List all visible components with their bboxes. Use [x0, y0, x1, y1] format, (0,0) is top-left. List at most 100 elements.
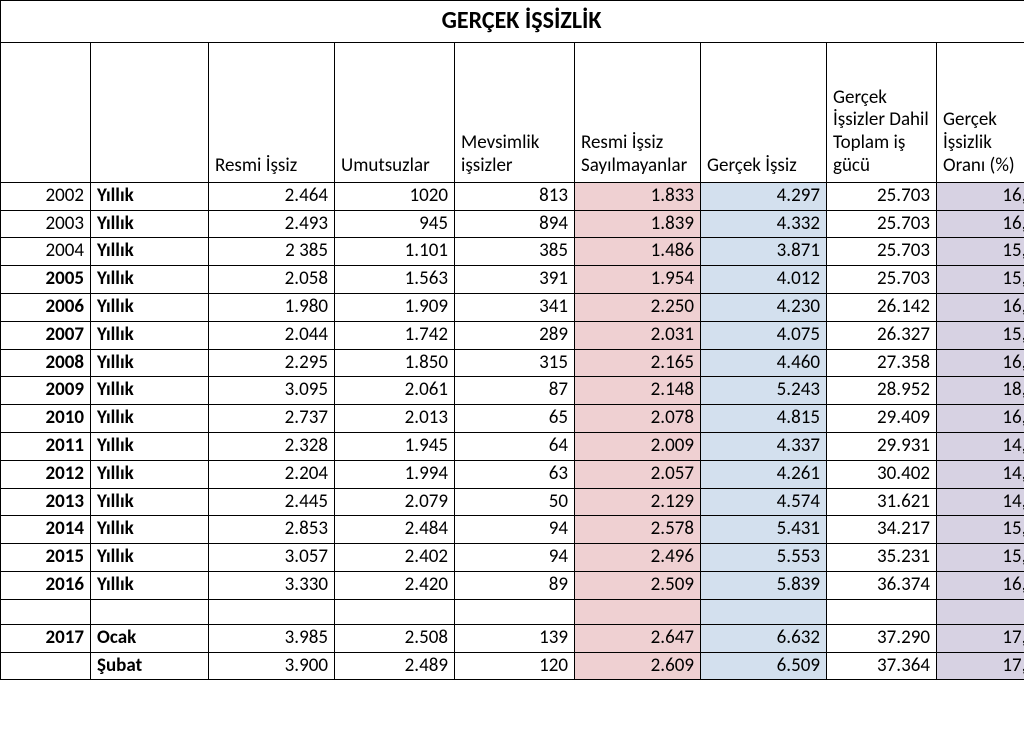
cell-period: Yıllık [91, 321, 209, 349]
cell-year: 2011 [1, 432, 91, 460]
cell-umutsuzlar: 2.013 [335, 405, 455, 433]
cell-toplam-isgucu: 34.217 [827, 516, 937, 544]
cell-period: Yıllık [91, 266, 209, 294]
cell-year: 2003 [1, 210, 91, 238]
cell-period: Yıllık [91, 238, 209, 266]
cell-umutsuzlar: 2.484 [335, 516, 455, 544]
data-rows-body: 2002Yıllık2.46410208131.8334.29725.70316… [1, 182, 1024, 599]
cell-year: 2007 [1, 321, 91, 349]
spacer-cell [335, 599, 455, 624]
cell-mevsimlik: 120 [455, 652, 575, 680]
spacer-row [1, 599, 1024, 624]
cell-period: Şubat [91, 652, 209, 680]
table-row: 2007Yıllık2.0441.7422892.0314.07526.3271… [1, 321, 1024, 349]
cell-period: Yıllık [91, 210, 209, 238]
cell-resmi-issiz: 2.445 [209, 488, 335, 516]
cell-year: 2008 [1, 349, 91, 377]
cell-gercek-issiz: 4.297 [701, 182, 827, 210]
table-row: 2017Ocak3.9852.5081392.6476.63237.29017,… [1, 624, 1024, 652]
cell-toplam-isgucu: 25.703 [827, 182, 937, 210]
cell-sayilmayan: 2.509 [575, 571, 701, 599]
cell-oran: 15,5 [937, 321, 1024, 349]
cell-gercek-issiz: 4.261 [701, 460, 827, 488]
cell-gercek-issiz: 5.431 [701, 516, 827, 544]
cell-toplam-isgucu: 29.409 [827, 405, 937, 433]
cell-umutsuzlar: 1.850 [335, 349, 455, 377]
cell-gercek-issiz: 6.509 [701, 652, 827, 680]
cell-period: Yıllık [91, 488, 209, 516]
cell-oran: 14,0 [937, 460, 1024, 488]
cell-mevsimlik: 94 [455, 516, 575, 544]
cell-oran: 15,9 [937, 516, 1024, 544]
cell-oran: 18,1 [937, 377, 1024, 405]
cell-year: 2016 [1, 571, 91, 599]
cell-year: 2002 [1, 182, 91, 210]
cell-gercek-issiz: 5.553 [701, 544, 827, 572]
cell-resmi-issiz: 2.204 [209, 460, 335, 488]
cell-oran: 16,3 [937, 349, 1024, 377]
cell-mevsimlik: 94 [455, 544, 575, 572]
cell-toplam-isgucu: 25.703 [827, 266, 937, 294]
cell-sayilmayan: 1.486 [575, 238, 701, 266]
cell-toplam-isgucu: 36.374 [827, 571, 937, 599]
cell-sayilmayan: 1.954 [575, 266, 701, 294]
cell-mevsimlik: 315 [455, 349, 575, 377]
cell-sayilmayan: 2.057 [575, 460, 701, 488]
cell-year: 2004 [1, 238, 91, 266]
cell-year: 2017 [1, 624, 91, 652]
cell-toplam-isgucu: 31.621 [827, 488, 937, 516]
cell-sayilmayan: 2.578 [575, 516, 701, 544]
cell-resmi-issiz: 2.295 [209, 349, 335, 377]
cell-oran: 17,8 [937, 624, 1024, 652]
cell-toplam-isgucu: 29.931 [827, 432, 937, 460]
cell-resmi-issiz: 2.058 [209, 266, 335, 294]
cell-umutsuzlar: 2.402 [335, 544, 455, 572]
spacer-cell [1, 599, 91, 624]
table-row: 2010Yıllık2.7372.013652.0784.81529.40916… [1, 405, 1024, 433]
spacer-cell [937, 599, 1024, 624]
table-row: 2004Yıllık2 3851.1013851.4863.87125.7031… [1, 238, 1024, 266]
cell-umutsuzlar: 1.101 [335, 238, 455, 266]
spacer-cell [91, 599, 209, 624]
table-row: 2016Yıllık3.3302.420892.5095.83936.37416… [1, 571, 1024, 599]
cell-gercek-issiz: 4.337 [701, 432, 827, 460]
table-row: 2011Yıllık2.3281.945642.0094.33729.93114… [1, 432, 1024, 460]
cell-year: 2005 [1, 266, 91, 294]
col-header-sayilmayan: Resmi İşsiz Sayılmayanlar [575, 42, 701, 182]
cell-period: Yıllık [91, 293, 209, 321]
cell-period: Ocak [91, 624, 209, 652]
cell-umutsuzlar: 1020 [335, 182, 455, 210]
cell-sayilmayan: 2.009 [575, 432, 701, 460]
spacer-cell [455, 599, 575, 624]
cell-oran: 16,4 [937, 405, 1024, 433]
cell-toplam-isgucu: 28.952 [827, 377, 937, 405]
cell-gercek-issiz: 4.574 [701, 488, 827, 516]
cell-resmi-issiz: 2 385 [209, 238, 335, 266]
spacer-cell [701, 599, 827, 624]
col-header-oran: Gerçek İşsizlik Oranı (%) [937, 42, 1024, 182]
cell-resmi-issiz: 2.853 [209, 516, 335, 544]
cell-toplam-isgucu: 25.703 [827, 210, 937, 238]
cell-period: Yıllık [91, 516, 209, 544]
cell-resmi-issiz: 2.737 [209, 405, 335, 433]
table-row: 2015Yıllık3.0572.402942.4965.55335.23115… [1, 544, 1024, 572]
table-row: 2008Yıllık2.2951.8503152.1654.46027.3581… [1, 349, 1024, 377]
cell-toplam-isgucu: 25.703 [827, 238, 937, 266]
cell-gercek-issiz: 6.632 [701, 624, 827, 652]
cell-resmi-issiz: 3.330 [209, 571, 335, 599]
table-row: 2014Yıllık2.8532.484942.5785.43134.21715… [1, 516, 1024, 544]
cell-umutsuzlar: 2.079 [335, 488, 455, 516]
cell-period: Yıllık [91, 182, 209, 210]
cell-oran: 15,6 [937, 266, 1024, 294]
cell-period: Yıllık [91, 349, 209, 377]
table-row: 2003Yıllık2.4939458941.8394.33225.70316,… [1, 210, 1024, 238]
spacer-cell [827, 599, 937, 624]
cell-year: 2013 [1, 488, 91, 516]
cell-umutsuzlar: 1.994 [335, 460, 455, 488]
cell-mevsimlik: 894 [455, 210, 575, 238]
cell-mevsimlik: 64 [455, 432, 575, 460]
cell-sayilmayan: 2.165 [575, 349, 701, 377]
cell-gercek-issiz: 4.075 [701, 321, 827, 349]
title-row: GERÇEK İŞSİZLİK [1, 1, 1024, 43]
cell-resmi-issiz: 2.493 [209, 210, 335, 238]
